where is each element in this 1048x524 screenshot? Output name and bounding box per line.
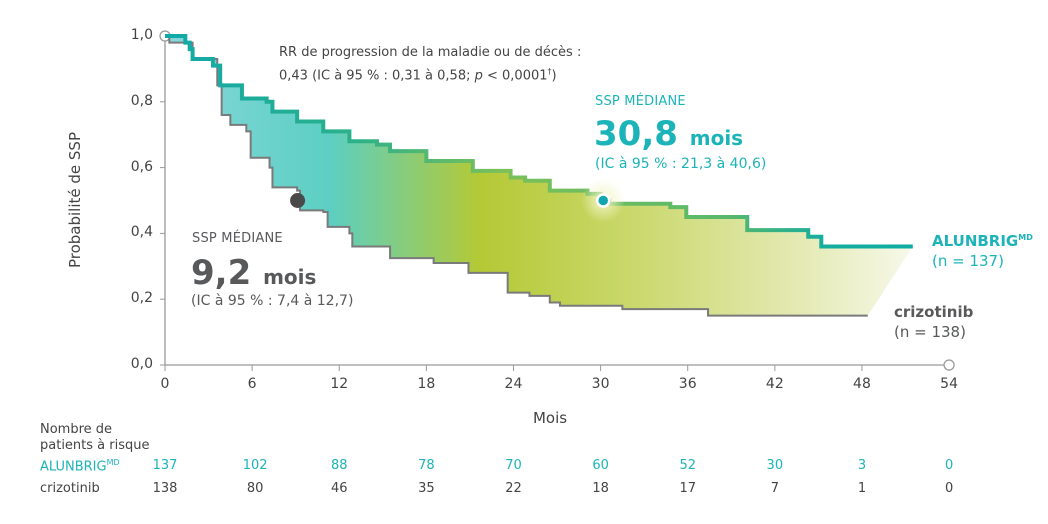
risk-alunbrig-name: ALUNBRIG — [40, 459, 107, 475]
y-tick-label: 0,2 — [130, 290, 153, 307]
hazard-ratio-annotation: RR de progression de la maladie ou de dé… — [279, 43, 581, 85]
legend-crizotinib: crizotinib — [894, 303, 974, 321]
risk-cell-crizotinib: 0 — [944, 481, 954, 496]
x-axis-end-circle — [943, 359, 955, 371]
y-tick-label: 0,4 — [130, 224, 153, 241]
crizotinib-median-ci: (IC à 95 % : 7,4 à 12,7) — [191, 293, 354, 309]
alunbrig-median-label: SSP MÉDIANE — [595, 94, 686, 109]
risk-table-title: Nombre de patients à risque — [40, 422, 149, 454]
risk-cell-crizotinib: 138 — [152, 481, 178, 496]
risk-row-alunbrig-label: ALUNBRIGMD — [40, 458, 120, 474]
risk-cell-alunbrig: 30 — [766, 458, 784, 473]
risk-row-crizotinib-label: crizotinib — [40, 481, 100, 496]
x-tick-label: 48 — [853, 376, 871, 392]
y-axis-label: Probabilité de SSP — [66, 131, 84, 269]
crizotinib-median-label: SSP MÉDIANE — [192, 231, 283, 246]
alunbrig-median-marker — [595, 193, 611, 208]
alunbrig-median-ci: (IC à 95 % : 21,3 à 40,6) — [595, 156, 767, 172]
hr-line1: RR de progression de la maladie ou de dé… — [279, 45, 582, 60]
risk-cell-alunbrig: 52 — [679, 458, 696, 473]
x-tick-label: 6 — [247, 376, 257, 392]
risk-title-line1: Nombre de — [40, 422, 113, 437]
x-tick-label: 30 — [591, 376, 610, 392]
crizotinib-median-number: 9,2 — [191, 253, 252, 293]
risk-cell-crizotinib: 7 — [770, 481, 779, 496]
risk-cell-crizotinib: 17 — [679, 481, 696, 496]
hr-line2: 0,43 (IC à 95 % : 0,31 à 0,58; p < 0,000… — [279, 62, 581, 85]
risk-cell-alunbrig: 78 — [418, 458, 435, 473]
hr-close: ) — [551, 68, 557, 84]
legend-crizotinib-n: (n = 138) — [894, 323, 966, 341]
risk-cell-crizotinib: 35 — [418, 481, 435, 496]
x-tick-label: 24 — [504, 376, 523, 392]
dagger: † — [547, 67, 552, 76]
risk-cell-alunbrig: 3 — [857, 458, 867, 473]
risk-cell-alunbrig: 70 — [505, 458, 522, 473]
legend-alunbrig-n: (n = 137) — [932, 252, 1004, 270]
alunbrig-median-value: 30,8 mois — [594, 114, 743, 154]
crizotinib-median-unit: mois — [263, 265, 317, 289]
x-tick-label: 18 — [417, 376, 436, 392]
x-tick-label: 12 — [330, 376, 349, 392]
risk-alunbrig-sup: MD — [106, 458, 120, 467]
legend-alunbrig: ALUNBRIGMD — [932, 232, 1033, 250]
crizotinib-median-value: 9,2 mois — [191, 253, 316, 293]
legend-alunbrig-name: ALUNBRIG — [932, 232, 1019, 250]
risk-cell-alunbrig: 88 — [330, 458, 348, 473]
x-axis-label: Mois — [532, 409, 568, 427]
hr-ci: 0,43 (IC à 95 % : 0,31 à 0,58; — [279, 68, 475, 84]
p-symbol: p — [474, 68, 483, 84]
y-tick-label: 0,0 — [130, 356, 153, 372]
p-value: < 0,0001 — [482, 68, 548, 84]
risk-title-line2: patients à risque — [40, 438, 150, 453]
x-tick-label: 54 — [940, 376, 958, 392]
x-tick-label: 36 — [678, 376, 697, 392]
risk-cell-crizotinib: 80 — [246, 481, 264, 496]
alunbrig-curve — [165, 34, 913, 249]
area-between-curves — [165, 36, 913, 316]
risk-cell-crizotinib: 1 — [857, 481, 867, 496]
risk-cell-alunbrig: 102 — [242, 458, 268, 473]
y-tick-label: 0,8 — [130, 92, 153, 109]
risk-cell-alunbrig: 60 — [592, 458, 609, 473]
risk-cell-crizotinib: 46 — [330, 481, 348, 496]
y-tick-label: 1,0 — [130, 27, 153, 43]
risk-cell-alunbrig: 137 — [152, 458, 178, 473]
x-tick-label: 0 — [160, 376, 170, 392]
risk-cell-crizotinib: 18 — [592, 481, 609, 496]
crizotinib-curve — [165, 35, 868, 317]
risk-cell-alunbrig: 0 — [944, 458, 954, 473]
alunbrig-median-unit: mois — [689, 126, 744, 150]
risk-cell-crizotinib: 22 — [505, 481, 522, 496]
alunbrig-median-number: 30,8 — [594, 114, 678, 154]
crizotinib-median-marker — [290, 193, 306, 208]
legend-alunbrig-sup: MD — [1018, 233, 1033, 242]
y-tick-label: 0,6 — [130, 158, 153, 175]
x-tick-label: 42 — [765, 376, 784, 392]
